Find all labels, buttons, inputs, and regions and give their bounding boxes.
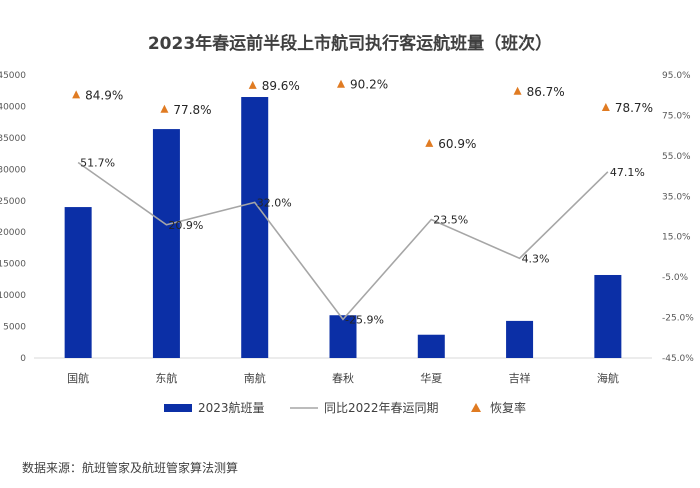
- category-label: 南航: [244, 371, 266, 385]
- bar: [417, 334, 445, 358]
- marker-data-label: 77.8%: [173, 103, 211, 117]
- bar: [152, 129, 180, 358]
- left-tick-label: 5000: [3, 323, 26, 333]
- left-tick-label: 30000: [0, 165, 26, 175]
- left-tick-label: 45000: [0, 71, 26, 81]
- marker-data-label: 84.9%: [85, 88, 123, 102]
- legend-label-marker: 恢复率: [490, 400, 526, 415]
- left-tick-label: 35000: [0, 134, 26, 144]
- category-labels: 国航 东航 南航 春秋 华夏 吉祥 海航: [67, 371, 619, 385]
- legend-swatch-marker: [471, 403, 481, 412]
- left-tick-label: 20000: [0, 228, 26, 238]
- line-data-label: 47.1%: [610, 166, 645, 179]
- category-label: 海航: [597, 371, 619, 385]
- left-tick-label: 40000: [0, 102, 26, 112]
- bar: [329, 315, 357, 358]
- marker: [513, 86, 522, 95]
- chart-title: 2023年春运前半段上市航司执行客运航班量（班次）: [148, 33, 552, 54]
- marker-data-label: 78.7%: [615, 101, 653, 115]
- marker: [601, 102, 610, 111]
- bar: [64, 207, 92, 358]
- right-tick-label: -45.0%: [662, 354, 694, 364]
- left-axis: 0 5000 10000 15000 20000 25000 30000 35000 40000…: [0, 71, 26, 364]
- right-tick-label: 15.0%: [662, 233, 691, 243]
- line-labels: 51.7% 20.9% 32.0% -25.9% 23.5% 4.3% 47.1%: [80, 157, 645, 327]
- right-tick-label: 95.0%: [662, 71, 691, 81]
- line-data-label: 32.0%: [257, 196, 292, 209]
- source-note: 数据来源：航班管家及航班管家算法测算: [22, 460, 238, 475]
- marker-data-label: 60.9%: [438, 137, 476, 151]
- category-label: 春秋: [332, 371, 354, 385]
- marker: [337, 79, 345, 88]
- legend: 2023航班量 同比2022年春运同期 恢复率: [164, 400, 526, 415]
- bar-series: [64, 97, 622, 358]
- right-tick-label: -25.0%: [662, 314, 694, 324]
- marker: [248, 80, 257, 89]
- category-label: 东航: [155, 371, 177, 385]
- marker: [72, 90, 81, 99]
- right-axis: -45.0% -25.0% -5.0% 15.0% 35.0% 55.0% 75.0% 95.…: [662, 71, 694, 364]
- right-tick-label: -5.0%: [662, 273, 689, 283]
- line-data-label: 4.3%: [522, 252, 550, 265]
- left-tick-label: 15000: [0, 260, 26, 270]
- marker-series: 84.9% 77.8% 89.6% 90.2% 60.9% 86.7% 78.7%: [72, 78, 653, 151]
- line-data-label: 51.7%: [80, 157, 115, 170]
- marker: [160, 104, 169, 113]
- right-tick-label: 55.0%: [662, 152, 691, 162]
- left-tick-label: 10000: [0, 291, 26, 301]
- category-label: 国航: [67, 371, 89, 385]
- line-path: [77, 161, 609, 321]
- bar: [241, 97, 269, 358]
- right-tick-label: 35.0%: [662, 192, 691, 202]
- right-tick-label: 75.0%: [662, 111, 691, 121]
- bar: [594, 274, 622, 358]
- legend-label-bar: 2023航班量: [198, 400, 265, 415]
- line-data-label: 20.9%: [168, 219, 203, 232]
- line-series: [77, 161, 609, 321]
- line-data-label: -25.9%: [345, 313, 384, 326]
- category-label: 华夏: [420, 371, 442, 385]
- category-label: 吉祥: [509, 371, 531, 385]
- left-tick-label: 0: [20, 354, 26, 364]
- legend-swatch-bar: [164, 404, 192, 412]
- marker-data-label: 86.7%: [527, 85, 565, 99]
- marker-data-label: 89.6%: [262, 79, 300, 93]
- bar: [506, 320, 534, 358]
- left-tick-label: 25000: [0, 197, 26, 207]
- marker: [425, 138, 434, 147]
- marker-data-label: 90.2%: [350, 78, 388, 92]
- line-data-label: 23.5%: [433, 214, 468, 227]
- legend-label-line: 同比2022年春运同期: [324, 401, 439, 415]
